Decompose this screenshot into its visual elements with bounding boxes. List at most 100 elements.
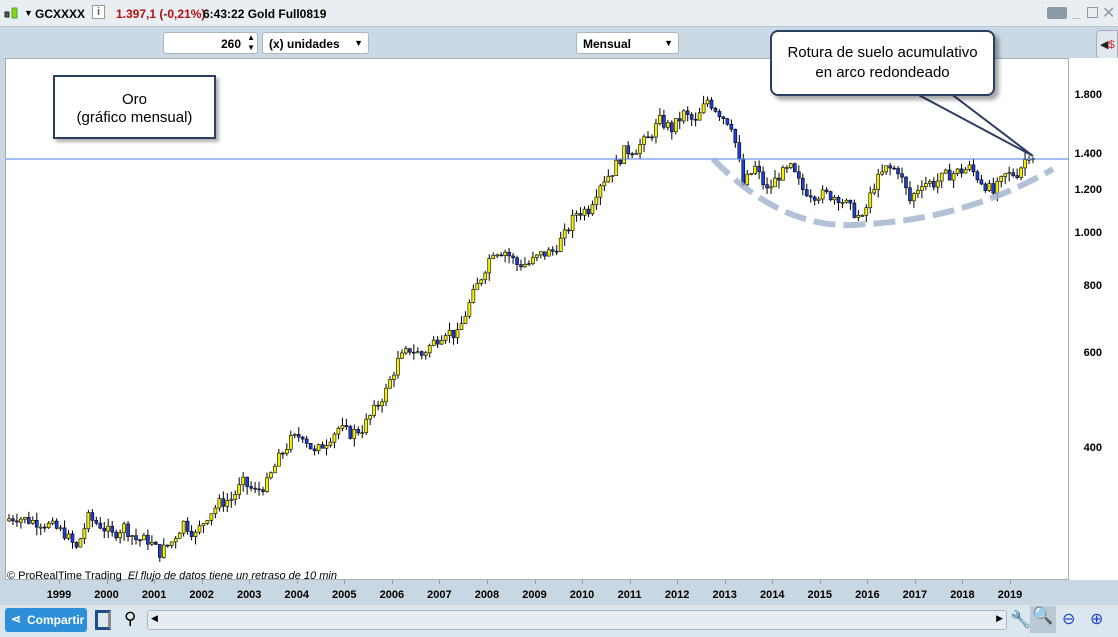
candle-body <box>856 215 861 218</box>
horizontal-scrollbar[interactable]: ◀ ▶ <box>147 610 1007 630</box>
candle-body <box>181 520 186 534</box>
candle-body <box>920 186 924 191</box>
candle-body <box>408 348 412 353</box>
x-tick-label: 2015 <box>807 589 833 601</box>
candle-body <box>816 198 821 201</box>
candle-body <box>392 374 396 380</box>
candle-body <box>951 173 956 181</box>
zoom-out-icon[interactable]: ⊖ <box>1062 611 1076 628</box>
candle-body <box>384 387 388 403</box>
candle-body <box>681 110 686 122</box>
candle-body <box>499 254 503 257</box>
candle-body <box>519 264 523 268</box>
candle-body <box>646 136 650 139</box>
x-tick <box>59 580 60 584</box>
price-chart[interactable] <box>6 59 1070 581</box>
candle-body <box>86 512 91 530</box>
candle-body <box>535 254 539 258</box>
candle-body <box>106 525 111 532</box>
candle-body <box>598 185 603 198</box>
auto-zoom-icon[interactable]: 🔍 <box>1030 606 1056 633</box>
candle-body <box>213 507 218 515</box>
units-input[interactable]: 260 ▲ ▼ <box>163 32 258 54</box>
candle-body <box>269 472 273 479</box>
x-tick <box>724 580 726 584</box>
candle-body <box>150 541 154 545</box>
share-icon: ⋖ <box>11 612 22 626</box>
keyboard-icon[interactable] <box>1047 7 1067 19</box>
candle-body <box>443 335 448 341</box>
candle-body <box>114 531 118 539</box>
x-tick-label: 2018 <box>950 589 975 601</box>
stepper-icon[interactable]: ▲ ▼ <box>247 33 255 52</box>
link-icon[interactable]: ⚲ <box>124 609 137 628</box>
candle-body <box>288 435 293 450</box>
candle-body <box>503 251 507 256</box>
candle-body <box>673 118 678 133</box>
candle-body <box>118 532 122 539</box>
candle-body <box>717 111 722 118</box>
minimize-icon[interactable]: _ <box>1072 4 1080 20</box>
candle-body <box>590 204 595 215</box>
settings-wrench-icon[interactable]: 🔧 <box>1010 610 1032 629</box>
chart-layout-icon[interactable] <box>95 610 111 630</box>
candle-body <box>832 196 837 201</box>
candle-body <box>713 107 718 112</box>
candle-body <box>550 249 555 252</box>
close-icon[interactable]: ✕ <box>1102 5 1116 22</box>
candle-body <box>1019 167 1023 178</box>
x-tick-label: 2017 <box>902 589 928 601</box>
zoom-in-icon[interactable]: ⊕ <box>1090 611 1104 628</box>
candle-body <box>78 538 83 548</box>
symbol[interactable]: GCXXXX <box>35 7 86 21</box>
candle-body <box>602 181 607 187</box>
candle-body <box>876 173 881 190</box>
units-select[interactable]: (x) unidades ▼ <box>262 32 369 54</box>
y-tick-label: 1.800 <box>1074 89 1102 101</box>
candle-body <box>300 436 305 440</box>
candle-body <box>991 183 996 194</box>
candle-body <box>292 434 297 436</box>
candle-body <box>320 444 325 449</box>
candle-body <box>638 144 642 154</box>
y-tick-label: 1.000 <box>1074 227 1102 240</box>
candle-body <box>348 426 353 439</box>
x-tick <box>249 580 251 584</box>
chart-plot-area[interactable] <box>5 58 1070 581</box>
maximize-icon[interactable] <box>1087 7 1098 18</box>
oro-title: Oro <box>121 91 147 108</box>
candle-body <box>58 527 63 530</box>
x-tick-label: 2012 <box>664 589 690 601</box>
candle-body <box>233 494 238 500</box>
chevron-down-icon: ▼ <box>664 38 673 48</box>
candle-body <box>31 520 35 524</box>
candle-body <box>245 476 249 487</box>
candle-body <box>70 533 75 543</box>
candle-body <box>971 164 976 173</box>
candle-body <box>578 213 583 216</box>
candle-body <box>388 379 392 389</box>
copyright-note: © ProRealTime Trading El flujo de datos … <box>7 570 337 582</box>
symbol-dropdown-arrow[interactable]: ▼ <box>24 8 33 18</box>
candle-body <box>416 351 420 354</box>
candle-body <box>562 229 567 239</box>
candle-body <box>463 315 468 324</box>
candle-body <box>447 329 452 336</box>
x-tick-label: 2019 <box>997 589 1023 601</box>
candle-body <box>165 544 170 547</box>
candle-body <box>761 171 765 185</box>
candle-body <box>721 116 726 119</box>
candle-body <box>804 189 809 197</box>
share-button[interactable]: ⋖ Compartir <box>5 608 87 632</box>
rounded-bottom-arc[interactable] <box>710 156 1055 229</box>
x-tick <box>819 580 821 584</box>
candle-body <box>471 289 476 303</box>
candle-body <box>931 181 936 188</box>
candle-body <box>138 539 142 542</box>
candlestick-icon[interactable] <box>4 6 18 22</box>
candle-body <box>217 498 222 509</box>
period-select[interactable]: Mensual ▼ <box>576 32 679 54</box>
x-tick-label: 2002 <box>189 589 214 601</box>
info-icon[interactable]: i <box>92 5 105 19</box>
x-tick-label: 2014 <box>760 589 785 601</box>
